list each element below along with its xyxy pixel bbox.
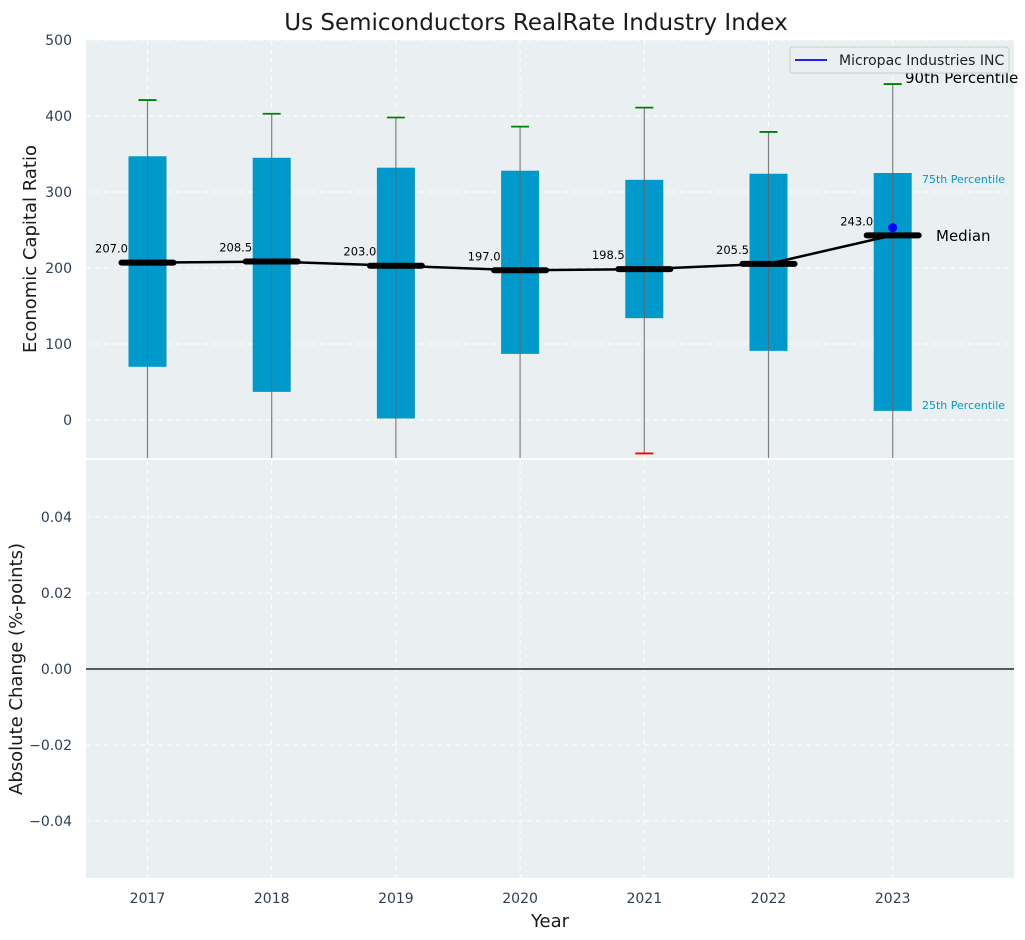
bottom-y-ticks: −0.04 −0.02 0.00 0.02 0.04 (29, 510, 72, 830)
x-axis-label: Year (530, 911, 570, 932)
top-y-tick-label: 0 (63, 413, 72, 429)
top-y-tick-label: 200 (45, 261, 72, 277)
median-trend-line (147, 234, 893, 272)
x-tick-label: 2018 (254, 891, 290, 907)
top-panel: 0 100 200 300 400 500 207.0 208.5 203.0 197.0 198… (20, 10, 1018, 458)
top-y-tick-label: 400 (45, 109, 72, 125)
legend-box (789, 46, 1010, 74)
x-tick-label: 2019 (378, 891, 414, 907)
x-tick-label: 2023 (875, 891, 911, 907)
panel-separator (86, 458, 1014, 460)
median-value-label: 197.0 (468, 249, 501, 263)
top-y-axis-label: Economic Capital Ratio (20, 145, 41, 353)
bottom-panel: −0.04−0.020.000.020.04 2017 2018 2019 2020 2… (6, 460, 1014, 932)
annotation-25th: 25th Percentile (922, 399, 1005, 412)
median-value-label: 208.5 (219, 241, 252, 255)
top-y-ticks: 0 100 200 300 400 500 (45, 33, 72, 429)
top-y-tick-label: 500 (45, 33, 72, 49)
bottom-y-tick-label: 0.02 (41, 586, 72, 602)
median-trend (147, 234, 893, 272)
legend: Micropac Industries INC (789, 46, 1010, 74)
boxes: 207.0 208.5 203.0 197.0 198.5 205.5 243.0 (95, 83, 922, 458)
company-point (888, 223, 898, 233)
top-y-tick-label: 300 (45, 185, 72, 201)
x-tick-label: 2021 (626, 891, 662, 907)
company-points (888, 223, 898, 233)
x-tick-label: 2022 (751, 891, 787, 907)
top-plot-background (86, 40, 1014, 458)
bottom-y-axis-label: Absolute Change (%-points) (6, 543, 27, 795)
median-value-label: 207.0 (95, 242, 128, 256)
bottom-y-tick-label: 0.04 (41, 510, 72, 526)
median-value-label: 198.5 (592, 248, 625, 262)
median-value-label: 203.0 (343, 245, 376, 259)
annotation-median: Median (936, 227, 991, 245)
chart-title: Us Semiconductors RealRate Industry Inde… (284, 10, 788, 36)
median-value-label: 205.5 (716, 243, 749, 257)
bottom-y-tick-label: 0.00 (41, 662, 72, 678)
legend-label: Micropac Industries INC (839, 53, 1004, 69)
annotation-75th: 75th Percentile (922, 173, 1005, 186)
x-ticks: 2017 2018 2019 2020 2021 2022 2023 (130, 891, 911, 907)
median-value-label: 243.0 (840, 214, 873, 228)
x-tick-label: 2020 (502, 891, 538, 907)
top-y-tick-label: 100 (45, 337, 72, 353)
bottom-y-tick-label: −0.04 (29, 814, 72, 830)
bottom-y-tick-label: −0.02 (29, 738, 72, 754)
x-tick-label: 2017 (130, 891, 166, 907)
